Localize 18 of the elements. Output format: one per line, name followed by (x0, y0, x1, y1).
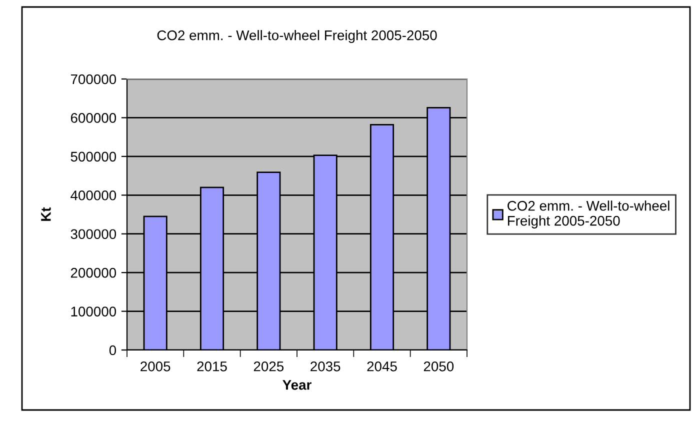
y-tick-label: 500000 (70, 152, 116, 162)
y-tick-label: 100000 (71, 306, 116, 316)
y-tick-label: 0 (109, 345, 116, 356)
x-tick-label: 2035 (310, 361, 340, 372)
x-tick-label: 2015 (197, 361, 227, 372)
x-tick-label: 2005 (140, 361, 170, 372)
y-tick-label: 400000 (70, 190, 116, 200)
x-tick-label: 2025 (254, 361, 284, 372)
y-tick-label: 300000 (70, 229, 116, 240)
y-tick-label: 200000 (70, 268, 116, 278)
chart-title: CO2 emm. - Well-to-wheel Freight 2005-2050 (157, 30, 437, 43)
y-tick-label: 600000 (70, 113, 116, 123)
x-axis-title: Year (282, 380, 312, 390)
x-tick-label: 2050 (424, 361, 454, 372)
y-axis-title: Kt (41, 207, 51, 221)
x-tick-label: 2045 (367, 361, 397, 372)
legend-label: CO2 emm. - Well-to-wheel Freight 2005-2050 (508, 200, 670, 228)
y-tick-label: 700000 (70, 74, 116, 84)
